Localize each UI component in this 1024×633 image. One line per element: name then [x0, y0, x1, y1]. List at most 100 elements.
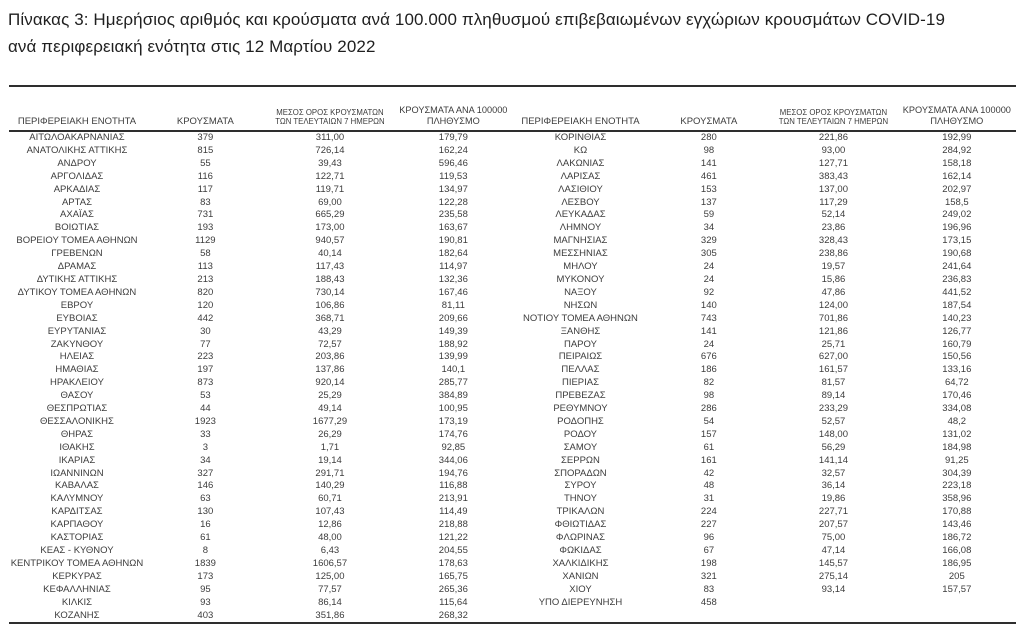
- cell-cases: 95: [200, 583, 211, 595]
- cell-region: ΘΑΣΟΥ: [60, 390, 94, 402]
- cell-per100k: 213,91: [438, 493, 468, 505]
- table-row: ΝΑΞΟΥ 92 47,86 441,52: [513, 287, 1017, 300]
- table-row: ΡΕΘΥΜΝΟΥ 286 233,29 334,08: [513, 403, 1017, 416]
- cell-avg7: 726,14: [315, 144, 345, 156]
- col-header-region: ΠΕΡΙΦΕΡΕΙΑΚΗ ΕΝΟΤΗΤΑ: [512, 87, 649, 132]
- table-row: ΡΟΔΟΥ 157 148,00 131,02: [513, 429, 1017, 442]
- table-row: ΚΕΦΑΛΛΗΝΙΑΣ 95 77,57 265,36: [9, 584, 513, 597]
- table-row: ΠΕΛΛΑΣ 186 161,57 133,16: [513, 364, 1017, 377]
- table-row: ΧΙΟΥ 83 93,14 157,57: [513, 584, 1017, 597]
- cell-avg7: 117,43: [315, 261, 345, 273]
- cell-avg7: 72,57: [318, 338, 342, 350]
- cell-region: ΠΕΛΛΑΣ: [561, 364, 600, 376]
- cell-avg7: 328,43: [818, 235, 848, 247]
- table-row: ΕΒΡΟΥ 120 106,86 81,11: [9, 300, 513, 313]
- cell-region: ΥΠΟ ΔΙΕΡΕΥΝΗΣΗ: [538, 596, 623, 608]
- cell-avg7: 125,00: [315, 570, 345, 582]
- cell-avg7: 93,00: [821, 144, 846, 156]
- cell-region: ΕΥΒΟΙΑΣ: [56, 312, 98, 324]
- cell-region: ΚΕΝΤΡΙΚΟΥ ΤΟΜΕΑ ΑΘΗΝΩΝ: [10, 557, 144, 569]
- cell-region: ΒΟΡΕΙΟΥ ΤΟΜΕΑ ΑΘΗΝΩΝ: [16, 235, 138, 247]
- table-row: ΒΟΙΩΤΙΑΣ 193 173,00 163,67: [9, 222, 513, 235]
- cell-region: ΘΕΣΠΡΩΤΙΑΣ: [46, 403, 108, 415]
- table-row: ΕΥΡΥΤΑΝΙΑΣ 30 43,29 149,39: [9, 326, 513, 339]
- cell-per100k: 202,97: [942, 183, 972, 195]
- cell-cases: 31: [703, 493, 715, 505]
- cell-cases: 24: [703, 273, 715, 285]
- cell-per100k: 205: [948, 570, 965, 582]
- cell-per100k: 64,72: [944, 377, 969, 389]
- cell-per100k: 91,25: [944, 454, 969, 466]
- table-row: ΘΗΡΑΣ 33 26,29 174,76: [9, 429, 513, 442]
- cell-per100k: 132,36: [438, 273, 468, 285]
- col-header-avg7: ΜΕΣΟΣ ΟΡΟΣ ΚΡΟΥΣΜΑΤΩΝ ΤΩΝ ΤΕΛΕΥΤΑΙΩΝ 7 ΗΜ…: [769, 87, 898, 132]
- cell-per100k: 158,5: [944, 196, 969, 208]
- table-row: ΡΟΔΟΠΗΣ 54 52,57 48,2: [513, 416, 1017, 429]
- table-row: ΚΟΡΙΝΘΙΑΣ 280 221,86 192,99: [513, 131, 1017, 145]
- table-row: ΑΙΤΩΛΟΑΚΑΡΝΑΝΙΑΣ 379 311,00 179,79: [9, 131, 513, 145]
- cell-avg7: 137,00: [818, 183, 848, 195]
- cell-avg7: 383,43: [818, 170, 848, 182]
- cell-per100k: 173,19: [438, 415, 468, 427]
- cell-cases: 61: [200, 532, 211, 544]
- table-row: ΙΘΑΚΗΣ 3 1,71 92,85: [9, 442, 513, 455]
- cell-region: ΡΟΔΟΠΗΣ: [557, 415, 604, 427]
- cell-avg7: 26,29: [318, 428, 342, 440]
- cell-region: ΠΙΕΡΙΑΣ: [561, 377, 599, 389]
- cell-per100k: 150,56: [942, 351, 972, 363]
- cell-avg7: [769, 610, 897, 623]
- cell-region: ΛΕΥΚΑΔΑΣ: [555, 209, 606, 221]
- table-row: ΚΑΡΔΙΤΣΑΣ 130 107,43 114,49: [9, 506, 513, 519]
- cell-per100k: 165,75: [438, 570, 468, 582]
- cell-per100k: 188,92: [438, 338, 468, 350]
- cell-cases: 120: [197, 299, 214, 311]
- cell-avg7: 137,86: [315, 364, 345, 376]
- cell-avg7: 121,86: [818, 325, 848, 337]
- table-row: ΙΩΑΝΝΙΝΩΝ 327 291,71 194,76: [9, 468, 513, 481]
- cell-region: ΛΑΡΙΣΑΣ: [560, 170, 601, 182]
- cell-cases: 223: [197, 351, 214, 363]
- cell-cases: 193: [197, 222, 214, 234]
- cell-cases: 16: [200, 519, 211, 531]
- cell-per100k: 121,22: [438, 532, 468, 544]
- cell-avg7: 1606,57: [312, 557, 348, 569]
- cell-per100k: 114,49: [439, 506, 468, 518]
- cell-avg7: 173,00: [315, 222, 345, 234]
- table-row: ΠΡΕΒΕΖΑΣ 98 89,14 170,46: [513, 390, 1017, 403]
- covid-cases-table: ΠΕΡΙΦΕΡΕΙΑΚΗ ΕΝΟΤΗΤΑ ΚΡΟΥΣΜΑΤΑ ΜΕΣΟΣ ΟΡΟΣ …: [9, 85, 1017, 625]
- cell-per100k: 131,02: [942, 428, 972, 440]
- cell-region: ΠΑΡΟΥ: [563, 338, 597, 350]
- cell-cases: [648, 610, 769, 623]
- table-row: ΤΗΝΟΥ 31 19,86 358,96: [513, 493, 1017, 506]
- cell-avg7: 77,57: [318, 583, 342, 595]
- cell-avg7: 275,14: [818, 570, 848, 582]
- cell-per100k: 167,46: [438, 286, 468, 298]
- cell-per100k: [898, 597, 1016, 610]
- table-row: ΛΕΣΒΟΥ 137 117,29 158,5: [513, 197, 1017, 210]
- cell-cases: 53: [200, 390, 211, 402]
- cell-avg7: [769, 597, 897, 610]
- cell-cases: 403: [197, 609, 214, 621]
- cell-cases: 59: [703, 209, 715, 221]
- cell-region: ΧΙΟΥ: [569, 583, 592, 595]
- cell-region: ΦΘΙΩΤΙΔΑΣ: [554, 519, 607, 531]
- table-row: ΤΡΙΚΑΛΩΝ 224 227,71 170,88: [513, 506, 1017, 519]
- cell-region: ΗΛΕΙΑΣ: [59, 351, 95, 363]
- cell-region: ΞΑΝΘΗΣ: [560, 325, 601, 337]
- cell-avg7: 39,43: [318, 157, 342, 169]
- cell-cases: 224: [700, 506, 717, 518]
- table-row: ΣΑΜΟΥ 61 56,29 184,98: [513, 442, 1017, 455]
- table-row: ΑΝΑΤΟΛΙΚΗΣ ΑΤΤΙΚΗΣ 815 726,14 162,24: [9, 145, 513, 158]
- cell-avg7: 311,00: [315, 132, 345, 143]
- table-row: ΣΥΡΟΥ 48 36,14 223,18: [513, 480, 1017, 493]
- cell-per100k: 285,77: [438, 377, 468, 389]
- cell-cases: 116: [197, 170, 213, 182]
- table-row: [513, 610, 1017, 623]
- cell-avg7: 122,71: [315, 170, 345, 182]
- cell-per100k: 174,76: [438, 428, 468, 440]
- cell-per100k: 235,58: [438, 209, 468, 221]
- cell-cases: 92: [703, 286, 715, 298]
- cell-per100k: 158,18: [942, 157, 972, 169]
- cell-region: ΔΡΑΜΑΣ: [57, 261, 97, 273]
- table-row: ΛΑΚΩΝΙΑΣ 141 127,71 158,18: [513, 158, 1017, 171]
